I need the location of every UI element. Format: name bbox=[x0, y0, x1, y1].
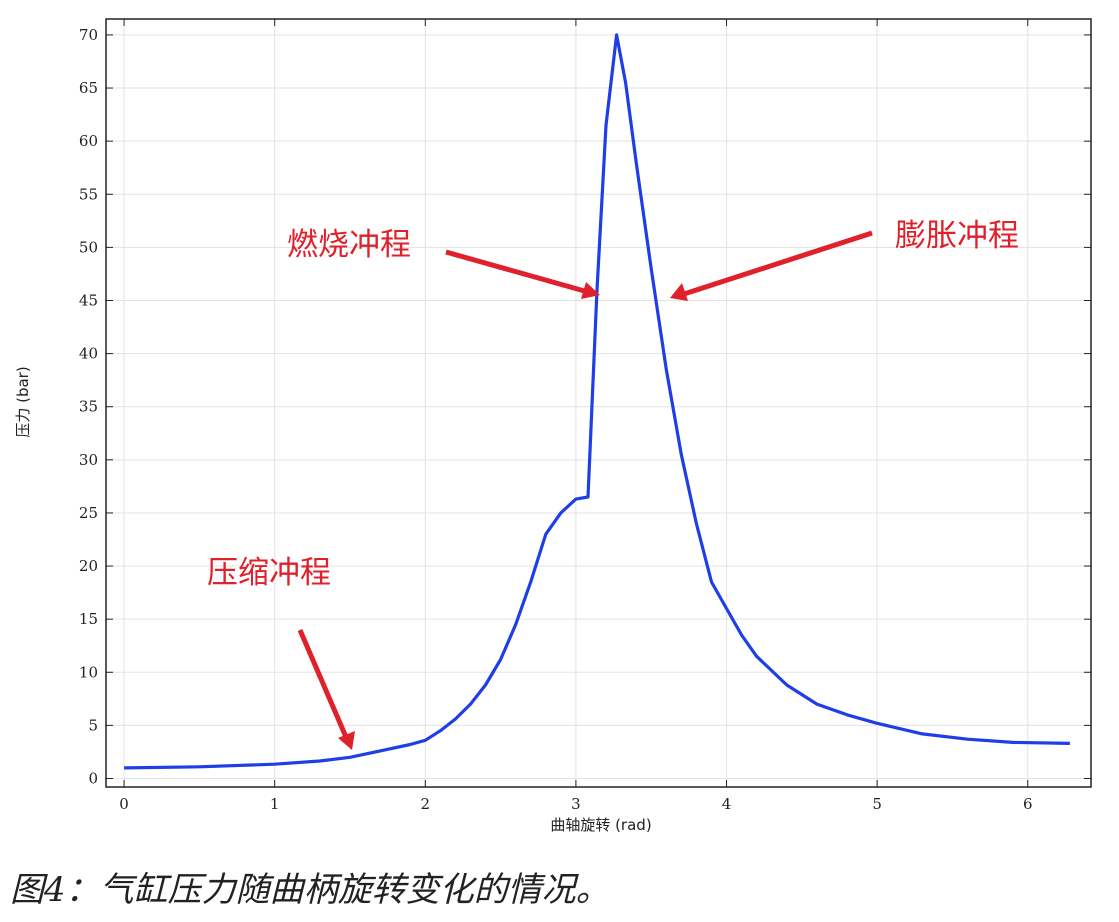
y-tick-label: 35 bbox=[79, 398, 98, 416]
y-tick-label: 10 bbox=[79, 663, 98, 681]
y-tick-label: 40 bbox=[79, 345, 98, 363]
series bbox=[124, 33, 1070, 770]
y-tick-label: 30 bbox=[79, 451, 98, 469]
plot-frame bbox=[105, 18, 1092, 788]
x-tick-label: 2 bbox=[421, 795, 431, 813]
y-axis-label: 压力 (bar) bbox=[14, 366, 32, 437]
y-tick-label: 5 bbox=[88, 716, 98, 734]
annotation-expansion: 膨胀冲程 bbox=[895, 218, 1019, 254]
x-tick-label: 0 bbox=[119, 795, 129, 813]
annotation-combustion: 燃烧冲程 bbox=[287, 227, 411, 263]
x-axis-label: 曲轴旋转 (rad) bbox=[550, 816, 651, 834]
x-tick-label: 6 bbox=[1023, 795, 1033, 813]
y-tick-label: 60 bbox=[79, 132, 98, 150]
y-tick-label: 45 bbox=[79, 291, 98, 309]
arrow-compression bbox=[297, 629, 349, 738]
series-line-pressure bbox=[124, 33, 1070, 770]
y-tick-label: 55 bbox=[79, 185, 98, 203]
arrow-expansion-head bbox=[670, 283, 688, 301]
x-tick-label: 5 bbox=[872, 795, 882, 813]
y-tick-label: 65 bbox=[79, 79, 98, 97]
y-tick-label: 25 bbox=[79, 504, 98, 522]
arrow-expansion bbox=[683, 230, 873, 297]
y-tick-label: 20 bbox=[79, 557, 98, 575]
y-tick-label: 0 bbox=[88, 770, 98, 788]
arrow-combustion-head bbox=[581, 282, 600, 299]
annotation-compression: 压缩冲程 bbox=[207, 555, 331, 591]
x-tick-label: 1 bbox=[270, 795, 280, 813]
y-tick-label: 50 bbox=[79, 238, 98, 256]
grid bbox=[106, 19, 1091, 787]
x-tick-label: 3 bbox=[571, 795, 581, 813]
arrow-combustion bbox=[445, 249, 589, 295]
x-tick-label: 4 bbox=[722, 795, 732, 813]
arrow-compression-head bbox=[338, 731, 355, 750]
figure-caption: 图4：气缸压力随曲柄旋转变化的情况。 bbox=[10, 870, 610, 910]
annotations: 燃烧冲程 膨胀冲程 压缩冲程 bbox=[207, 218, 1019, 750]
y-tick-label: 70 bbox=[79, 26, 98, 44]
y-tick-label: 15 bbox=[79, 610, 98, 628]
